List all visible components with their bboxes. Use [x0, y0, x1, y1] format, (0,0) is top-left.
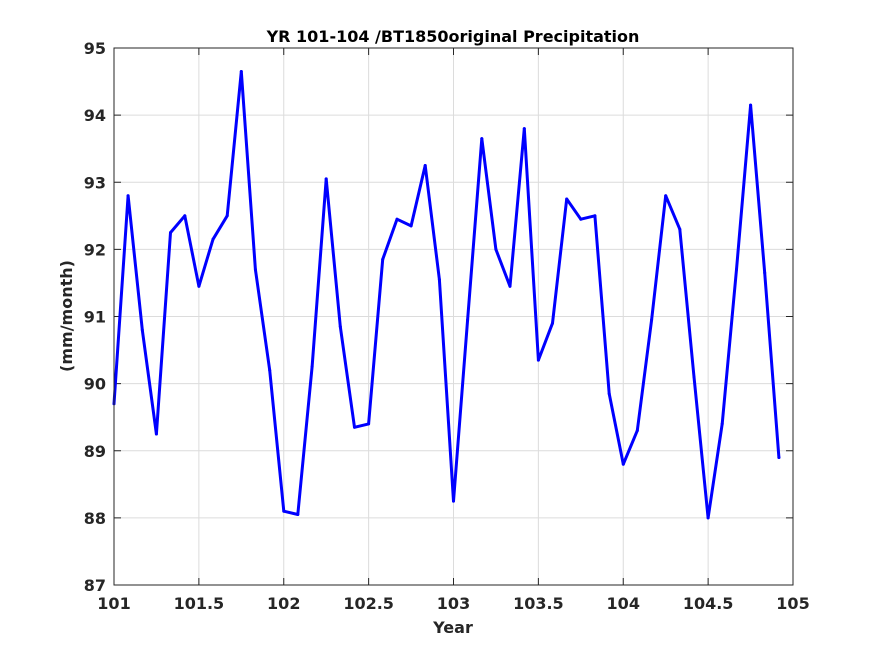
x-tick-label: 101.5	[174, 594, 225, 613]
x-tick-label: 104.5	[683, 594, 734, 613]
data-point	[650, 318, 654, 322]
data-point	[353, 425, 356, 429]
data-point	[706, 516, 710, 520]
y-tick-label: 92	[84, 240, 106, 259]
data-point	[183, 214, 187, 218]
data-point	[140, 328, 144, 332]
data-point	[169, 231, 172, 235]
chart-title: YR 101-104 /BT1850original Precipitation	[266, 27, 640, 46]
data-point	[395, 217, 399, 221]
data-point	[480, 137, 484, 141]
data-point	[494, 247, 498, 251]
data-point	[579, 217, 583, 221]
data-point	[338, 325, 342, 329]
data-point	[635, 429, 639, 433]
y-tick-label: 87	[84, 576, 106, 595]
grid	[113, 47, 794, 586]
data-point	[367, 422, 371, 426]
data-point	[777, 456, 781, 459]
data-point	[423, 164, 427, 167]
data-point	[211, 237, 215, 241]
data-point	[735, 268, 738, 271]
tick-labels: 101 101.5 102 102.5 103 103.5 104 104.5 105 87 88 8…	[84, 39, 810, 613]
data-point	[409, 224, 413, 228]
series-line-precipitation	[112, 70, 781, 520]
x-tick-label: 101	[97, 594, 130, 613]
data-point	[324, 177, 328, 181]
data-point	[268, 368, 272, 372]
y-tick-label: 89	[84, 442, 106, 461]
x-tick-label: 103.5	[513, 594, 564, 613]
data-point	[678, 227, 682, 231]
data-point	[522, 127, 526, 131]
data-point	[692, 375, 696, 379]
data-point	[565, 197, 569, 201]
data-point	[381, 257, 385, 261]
data-point	[310, 365, 314, 369]
data-point	[154, 432, 158, 436]
y-axis-label: (mm/month)	[57, 260, 76, 372]
data-point	[253, 268, 257, 271]
x-tick-label: 104	[607, 594, 640, 613]
data-point	[437, 278, 441, 282]
series-group	[112, 70, 781, 520]
y-tick-label: 94	[84, 106, 106, 125]
y-tick-label: 88	[84, 509, 106, 528]
data-point	[551, 321, 554, 325]
x-tick-label: 103	[437, 594, 470, 613]
x-tick-label: 102	[267, 594, 300, 613]
data-point	[466, 318, 470, 322]
data-point	[763, 271, 767, 275]
data-point	[536, 358, 540, 362]
y-tick-label: 95	[84, 39, 106, 58]
y-tick-label: 93	[84, 173, 106, 192]
x-tick-label: 102.5	[343, 594, 394, 613]
data-point	[607, 392, 611, 396]
data-point	[621, 462, 625, 466]
data-point	[225, 214, 229, 218]
data-point	[593, 214, 597, 218]
data-point	[452, 499, 455, 503]
data-point	[749, 103, 753, 107]
x-tick-label: 105	[776, 594, 809, 613]
y-tick-label: 90	[84, 375, 106, 394]
data-point	[296, 513, 300, 516]
data-point	[126, 194, 130, 198]
data-point	[197, 284, 201, 288]
data-point	[282, 509, 286, 513]
data-point	[664, 194, 668, 198]
data-point	[508, 284, 512, 288]
axes-box	[113, 47, 794, 586]
x-axis-label: Year	[432, 618, 473, 637]
data-point	[720, 422, 724, 426]
y-tick-label: 91	[84, 308, 106, 327]
data-point	[239, 70, 243, 73]
